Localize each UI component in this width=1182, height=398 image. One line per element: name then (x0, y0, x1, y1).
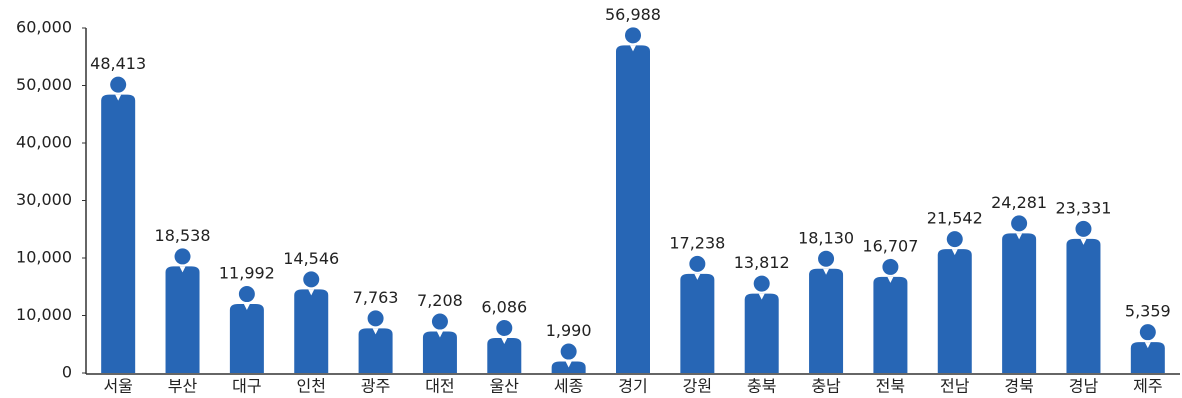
head (110, 76, 127, 93)
y-tick-label: 0 (62, 363, 72, 382)
x-tick-label: 충남 (811, 377, 841, 396)
value-label: 14,546 (283, 249, 339, 268)
collar (758, 293, 765, 300)
x-tick-label: 경북 (1004, 377, 1033, 396)
collar (565, 361, 572, 368)
x-tick-label: 대전 (425, 377, 454, 396)
head (367, 310, 384, 327)
bar (101, 94, 136, 374)
bar (809, 268, 844, 373)
value-label: 21,542 (927, 209, 983, 228)
value-label: 18,130 (798, 228, 854, 247)
head (625, 27, 641, 44)
collar (179, 266, 186, 273)
x-tick-label: 서울 (103, 377, 132, 396)
head (1075, 220, 1092, 237)
x-tick-label: 세종 (554, 377, 583, 396)
y-tick-label: 60,000 (16, 18, 72, 37)
collar (1144, 342, 1151, 349)
x-tick-label: 울산 (490, 377, 520, 396)
bar (294, 289, 329, 373)
head (496, 320, 513, 337)
y-tick-label: 50,000 (16, 75, 72, 94)
bar (937, 249, 972, 373)
collar (694, 273, 701, 280)
head (303, 271, 320, 288)
head (753, 275, 770, 292)
bar (616, 45, 650, 373)
bar (680, 273, 715, 373)
value-label: 6,086 (481, 298, 527, 317)
x-tick-label: 경기 (618, 377, 647, 396)
collar (436, 331, 443, 338)
bar (229, 304, 264, 373)
head (174, 248, 191, 265)
collar (372, 328, 379, 335)
x-tick-label: 대구 (232, 377, 261, 396)
value-label: 48,413 (90, 54, 146, 73)
head (882, 258, 899, 275)
collar (951, 249, 958, 256)
head (818, 250, 835, 267)
x-tick-label: 전북 (876, 377, 905, 396)
head (946, 231, 963, 248)
head (1011, 215, 1028, 232)
bar (873, 276, 908, 373)
collar (1080, 238, 1087, 245)
head (1139, 324, 1156, 341)
x-tick-label: 인천 (297, 377, 326, 396)
bar (744, 293, 779, 373)
bar (1066, 238, 1101, 373)
bar (165, 266, 200, 373)
bar (358, 328, 393, 373)
x-tick-label: 부산 (168, 377, 198, 396)
value-label: 16,707 (862, 236, 918, 255)
x-tick-label: 제주 (1133, 377, 1162, 396)
x-tick-label: 경남 (1069, 377, 1099, 396)
bar (1002, 233, 1037, 373)
bar (1130, 342, 1165, 373)
head (431, 313, 448, 330)
y-tick-label: 10,000 (16, 248, 72, 267)
x-tick-label: 전남 (940, 377, 970, 396)
value-label: 5,359 (1125, 302, 1171, 321)
value-label: 23,331 (1055, 198, 1111, 217)
collar (1016, 233, 1023, 240)
x-tick-label: 강원 (683, 377, 712, 396)
value-label: 13,812 (734, 253, 790, 272)
y-tick-label: 10,000 (16, 305, 72, 324)
head (238, 286, 255, 303)
collar (887, 276, 894, 283)
value-label: 56,988 (605, 5, 661, 24)
value-label: 17,238 (669, 233, 725, 252)
x-tick-label: 광주 (361, 377, 390, 396)
head (689, 255, 706, 272)
value-label: 11,992 (219, 264, 275, 283)
collar (115, 94, 122, 101)
y-tick-label: 40,000 (16, 133, 72, 152)
y-tick-label: 30,000 (16, 190, 72, 209)
x-tick-label: 충북 (747, 377, 776, 396)
value-label: 24,281 (991, 193, 1047, 212)
value-label: 7,763 (353, 288, 399, 307)
value-label: 1,990 (546, 321, 592, 340)
value-label: 7,208 (417, 291, 463, 310)
bar (422, 331, 457, 373)
collar (823, 268, 830, 275)
value-label: 18,538 (155, 226, 211, 245)
collar (243, 304, 250, 311)
bar (487, 338, 522, 373)
collar (308, 289, 315, 296)
collar (630, 45, 636, 52)
collar (501, 338, 508, 345)
head (560, 343, 577, 360)
